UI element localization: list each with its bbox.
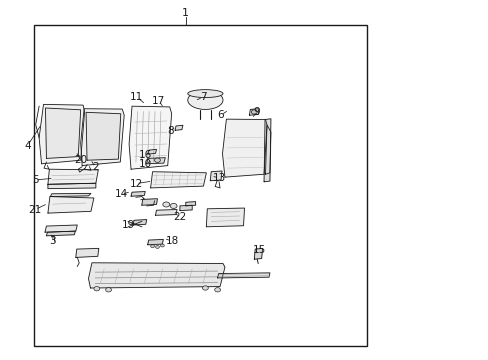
Text: 1: 1 xyxy=(182,8,189,18)
Polygon shape xyxy=(147,239,163,245)
Polygon shape xyxy=(48,197,94,213)
Polygon shape xyxy=(146,158,165,164)
Polygon shape xyxy=(150,172,206,188)
Text: 16: 16 xyxy=(139,150,152,160)
Circle shape xyxy=(160,244,164,247)
Text: 18: 18 xyxy=(165,236,179,246)
Polygon shape xyxy=(264,119,270,182)
Text: 2: 2 xyxy=(92,162,99,172)
Polygon shape xyxy=(142,199,157,205)
Polygon shape xyxy=(131,192,145,196)
Polygon shape xyxy=(222,119,266,177)
Polygon shape xyxy=(45,225,77,232)
Polygon shape xyxy=(45,108,81,158)
Polygon shape xyxy=(86,112,121,160)
Ellipse shape xyxy=(187,91,223,109)
Polygon shape xyxy=(180,205,192,211)
Text: 21: 21 xyxy=(28,204,42,215)
Circle shape xyxy=(150,245,154,248)
Text: 20: 20 xyxy=(74,155,87,165)
Text: 5: 5 xyxy=(32,175,39,185)
Text: 8: 8 xyxy=(166,126,173,136)
Text: 10: 10 xyxy=(139,159,152,169)
Text: 4: 4 xyxy=(24,141,31,151)
Polygon shape xyxy=(185,202,195,206)
Polygon shape xyxy=(265,125,270,174)
Circle shape xyxy=(251,110,257,114)
Circle shape xyxy=(163,202,169,207)
Text: 9: 9 xyxy=(253,107,260,117)
Text: 13: 13 xyxy=(212,173,225,183)
Circle shape xyxy=(170,203,177,208)
Polygon shape xyxy=(48,169,98,184)
Polygon shape xyxy=(76,248,99,257)
Polygon shape xyxy=(133,220,146,225)
Polygon shape xyxy=(88,263,224,288)
Polygon shape xyxy=(254,248,262,259)
Text: 22: 22 xyxy=(173,212,186,222)
Text: 11: 11 xyxy=(130,92,143,102)
Circle shape xyxy=(154,158,160,162)
Text: 6: 6 xyxy=(217,110,224,120)
Polygon shape xyxy=(50,193,91,197)
Text: 14: 14 xyxy=(114,189,128,199)
Circle shape xyxy=(94,287,100,291)
Polygon shape xyxy=(46,231,75,236)
Polygon shape xyxy=(210,171,222,181)
Ellipse shape xyxy=(187,90,223,98)
Polygon shape xyxy=(48,183,96,189)
Polygon shape xyxy=(206,208,244,227)
Text: 17: 17 xyxy=(152,96,165,106)
Text: 3: 3 xyxy=(49,236,56,246)
Bar xyxy=(34,25,366,346)
Circle shape xyxy=(155,246,159,248)
Polygon shape xyxy=(155,210,177,215)
Polygon shape xyxy=(217,273,269,278)
Polygon shape xyxy=(175,125,183,130)
Text: 19: 19 xyxy=(121,220,135,230)
Polygon shape xyxy=(39,104,84,164)
Circle shape xyxy=(202,286,208,290)
Polygon shape xyxy=(129,106,171,169)
Polygon shape xyxy=(147,149,156,154)
Text: 12: 12 xyxy=(129,179,142,189)
Polygon shape xyxy=(81,109,124,166)
Text: 15: 15 xyxy=(252,245,265,255)
Circle shape xyxy=(214,288,220,292)
Circle shape xyxy=(105,288,111,292)
Text: 7: 7 xyxy=(199,92,206,102)
Polygon shape xyxy=(249,109,259,115)
